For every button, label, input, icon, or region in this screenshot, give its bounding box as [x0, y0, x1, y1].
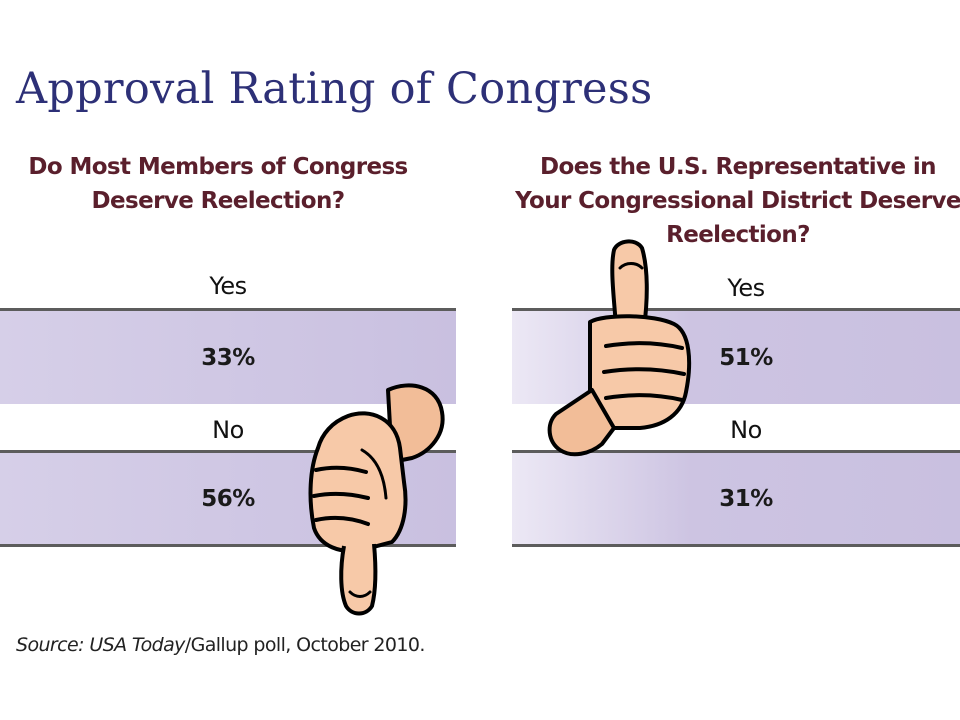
question-line: Does the U.S. Representative in — [540, 154, 937, 180]
source-publication: USA Today — [89, 634, 185, 656]
question-line: Deserve Reelection? — [91, 188, 346, 214]
data-label: 51% — [719, 344, 773, 371]
question-line: Your Congressional District Deserve — [515, 188, 960, 214]
chart-panel-congress: Do Most Members of Congress Deserve Reel… — [0, 0, 456, 720]
value-band-yes: 51% — [512, 308, 960, 404]
chart-question: Does the U.S. Representative in Your Con… — [514, 150, 960, 252]
question-line: Reelection? — [666, 222, 810, 248]
category-label-no: No — [730, 416, 762, 444]
thumbs-down-icon — [308, 383, 445, 616]
value-band-no: 31% — [512, 450, 960, 547]
source-suffix: /Gallup poll, October 2010. — [184, 634, 426, 656]
page-title: Approval Rating of Congress — [16, 64, 653, 114]
category-label-yes: Yes — [727, 274, 765, 302]
thumbs-up-icon — [547, 239, 692, 457]
data-label: 56% — [201, 485, 255, 512]
chart-panel-representative: Does the U.S. Representative in Your Con… — [512, 0, 960, 720]
source-prefix: Source: — [16, 634, 90, 656]
category-label-no: No — [212, 416, 244, 444]
data-label: 31% — [719, 485, 773, 512]
data-label: 33% — [201, 344, 255, 371]
chart-question: Do Most Members of Congress Deserve Reel… — [0, 150, 446, 218]
question-line: Do Most Members of Congress — [28, 154, 408, 180]
value-band-yes: 33% — [0, 308, 456, 404]
category-label-yes: Yes — [209, 272, 247, 300]
source-note: Source: USA Today/Gallup poll, October 2… — [16, 634, 425, 656]
